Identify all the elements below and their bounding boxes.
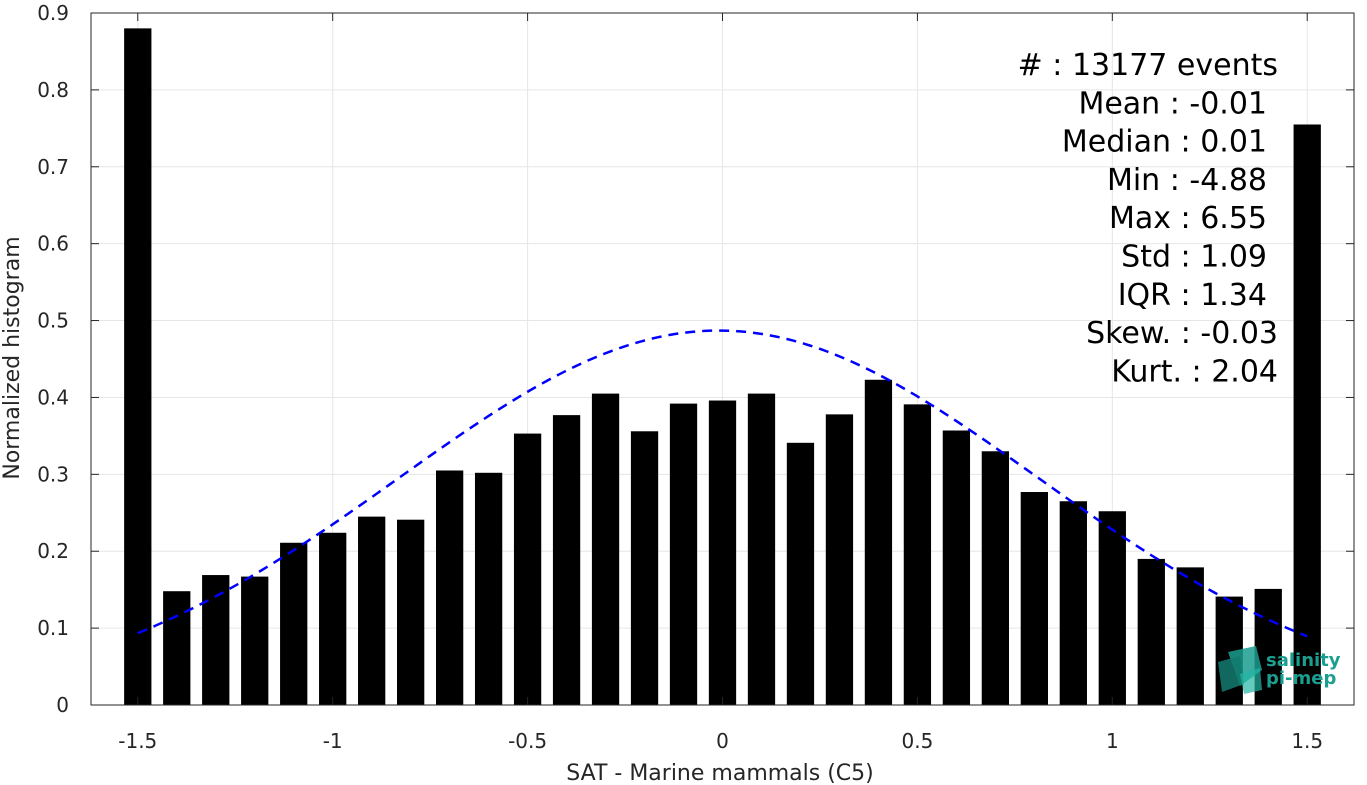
x-tick-label: 0 — [716, 729, 729, 753]
x-axis-label: SAT - Marine mammals (C5) — [566, 761, 874, 785]
histogram-bar — [202, 575, 230, 705]
logo-cube-icon — [1218, 646, 1262, 694]
y-tick-label: 0.6 — [37, 232, 69, 256]
histogram-bar — [981, 451, 1010, 705]
histogram-bar — [903, 404, 932, 705]
y-tick-label: 0.9 — [37, 1, 69, 25]
histogram-bar — [319, 532, 347, 705]
x-tick-label: -0.5 — [508, 729, 547, 753]
histogram-bar — [1098, 511, 1126, 705]
histogram-bar — [241, 576, 269, 705]
histogram-bar — [474, 472, 503, 705]
histogram-bar — [397, 519, 425, 705]
histogram-bar — [1293, 124, 1321, 705]
bars-layer — [124, 28, 1321, 705]
histogram-bar — [435, 470, 464, 705]
x-tick-label: 1.5 — [1291, 729, 1323, 753]
stats-line: Median : 0.01 — [1062, 125, 1267, 160]
histogram-bar — [786, 442, 815, 705]
histogram-bar — [1059, 501, 1087, 705]
histogram-bar — [669, 403, 698, 705]
histogram-bar — [942, 430, 971, 705]
stats-line: # : 13177 events — [1018, 48, 1278, 83]
fit-layer — [137, 329, 1308, 638]
ticks-layer — [91, 12, 1354, 706]
y-tick-label: 0.1 — [37, 616, 69, 640]
histogram-bar — [708, 400, 737, 705]
histogram-bar — [1137, 558, 1165, 705]
y-tick-label: 0.4 — [37, 385, 69, 409]
histogram-bar — [591, 393, 620, 705]
stats-line: Mean : -0.01 — [1078, 86, 1267, 121]
salinity-pi-mep-logo: salinity pi-mep — [1218, 646, 1341, 694]
x-tick-labels: -1.5 -1 -0.5 0 0.5 1 1.5 — [118, 729, 1323, 753]
logo-line2: pi-mep — [1266, 668, 1336, 689]
x-tick-label: 0.5 — [902, 729, 934, 753]
y-tick-label: 0.8 — [37, 78, 69, 102]
histogram-bar — [1020, 492, 1048, 705]
stats-line: Kurt. : 2.04 — [1111, 354, 1278, 389]
histogram-bar — [864, 379, 893, 705]
x-tick-label: -1.5 — [118, 729, 157, 753]
y-tick-label: 0.5 — [37, 309, 69, 333]
gaussian-fit-line — [137, 329, 1308, 638]
y-tick-label: 0.7 — [37, 155, 69, 179]
histogram-bar — [513, 433, 542, 705]
histogram-bar — [747, 393, 776, 705]
histogram-bar — [280, 542, 308, 705]
y-tick-label: 0.3 — [37, 462, 69, 486]
histogram-bar — [163, 591, 191, 705]
y-axis-label: Normalized histogram — [0, 236, 25, 479]
x-tick-label: 1 — [1106, 729, 1119, 753]
x-tick-label: -1 — [323, 729, 343, 753]
stats-line: Min : -4.88 — [1107, 163, 1267, 198]
stats-line: IQR : 1.34 — [1118, 278, 1267, 313]
y-tick-label: 0 — [56, 693, 69, 717]
stats-line: Skew. : -0.03 — [1086, 316, 1278, 351]
y-tick-label: 0.2 — [37, 539, 69, 563]
stats-line: Max : 6.55 — [1109, 201, 1267, 236]
stats-line: Std : 1.09 — [1121, 240, 1267, 275]
histogram-bar — [1176, 567, 1204, 705]
histogram-bar — [630, 431, 659, 705]
y-tick-labels: 0 0.1 0.2 0.3 0.4 0.5 0.6 0.7 0.8 0.9 — [37, 1, 69, 717]
histogram-bar — [358, 516, 386, 705]
histogram-bar — [552, 415, 581, 705]
histogram-bar — [124, 28, 152, 705]
logo-line1: salinity — [1266, 650, 1341, 671]
histogram-bar — [825, 414, 854, 705]
